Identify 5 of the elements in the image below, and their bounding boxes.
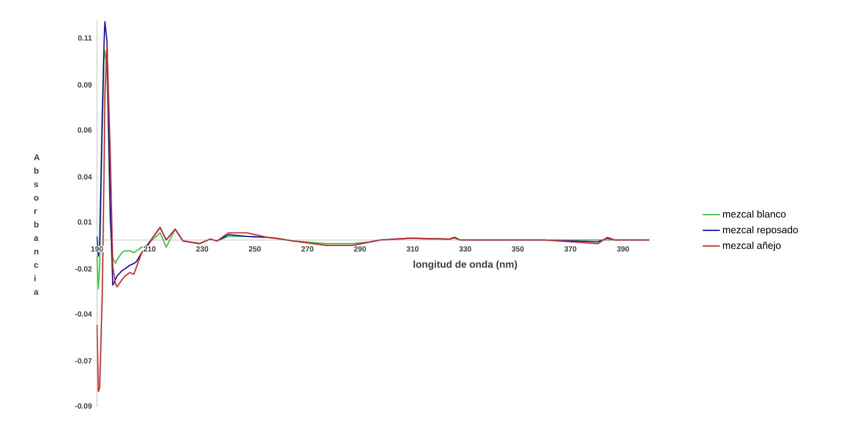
x-axis-title: longitud de onda (nm) <box>414 260 518 270</box>
text: Absorbancia <box>34 154 40 295</box>
legend-label: mezcal reposado <box>723 226 798 236</box>
legend-label: mezcal blanco <box>723 210 786 218</box>
legend-label: mezcal añejo <box>723 242 781 251</box>
